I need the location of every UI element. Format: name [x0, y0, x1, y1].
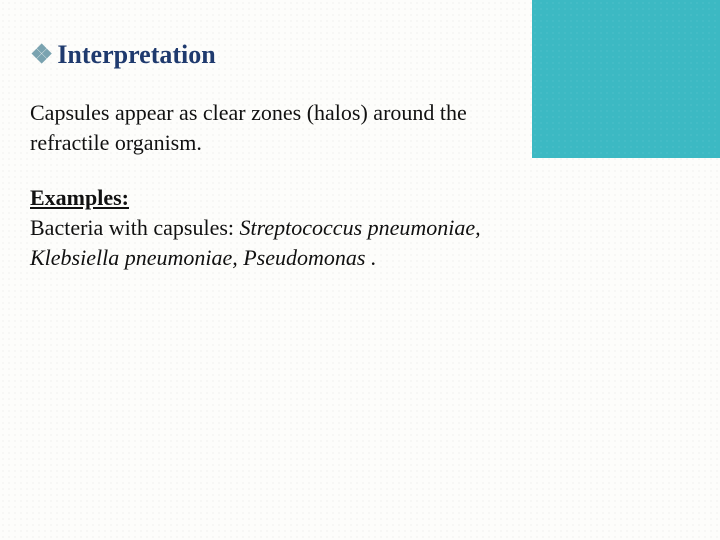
- examples-block: Examples: Bacteria with capsules: Strept…: [30, 183, 510, 272]
- accent-box: [532, 0, 720, 158]
- examples-label: Examples:: [30, 185, 129, 210]
- heading: ❖ Interpretation: [30, 40, 510, 70]
- diamond-bullet-icon: ❖: [30, 42, 53, 68]
- body-paragraph: Capsules appear as clear zones (halos) a…: [30, 98, 510, 157]
- slide-content: ❖ Interpretation Capsules appear as clea…: [30, 40, 510, 272]
- examples-intro: Bacteria with capsules:: [30, 215, 240, 240]
- heading-text: Interpretation: [57, 40, 215, 70]
